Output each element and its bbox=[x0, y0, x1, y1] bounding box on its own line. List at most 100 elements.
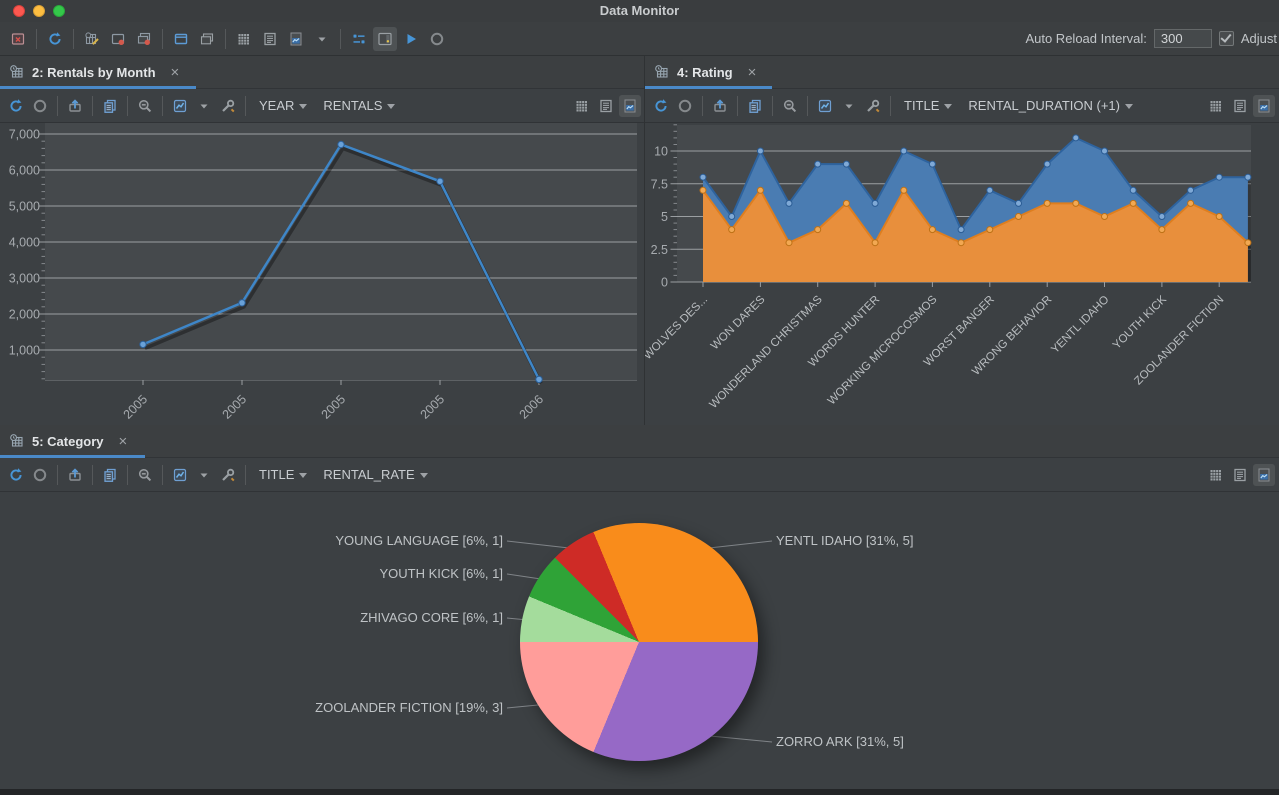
stop-icon[interactable] bbox=[29, 464, 51, 486]
category-toolbar: TITLE RENTAL_RATE bbox=[0, 458, 1279, 492]
svg-text:4,000: 4,000 bbox=[9, 236, 40, 250]
tab-rating[interactable]: 4: Rating × bbox=[645, 56, 764, 88]
chart-settings-icon[interactable] bbox=[814, 95, 836, 117]
view-mode-switcher bbox=[570, 94, 642, 117]
refresh-icon[interactable] bbox=[5, 95, 27, 117]
zoom-window-button[interactable] bbox=[53, 5, 65, 17]
chart-view-icon[interactable] bbox=[1253, 463, 1275, 486]
windows-stack-icon[interactable] bbox=[195, 27, 219, 51]
chart-settings-icon[interactable] bbox=[169, 464, 191, 486]
refresh-icon[interactable] bbox=[43, 27, 67, 51]
edit-monitor-icon[interactable] bbox=[80, 27, 104, 51]
panel-divider bbox=[644, 56, 645, 425]
stop-icon[interactable] bbox=[674, 95, 696, 117]
chart-view-icon[interactable] bbox=[284, 27, 308, 51]
wrench-icon[interactable] bbox=[217, 464, 239, 486]
traffic-lights bbox=[13, 5, 65, 17]
text-view-icon[interactable] bbox=[1229, 95, 1251, 117]
tab-label: 2: Rentals by Month bbox=[32, 64, 156, 80]
toolbar-separator bbox=[807, 95, 808, 116]
toolbar-separator bbox=[245, 95, 246, 116]
close-tab-icon[interactable]: × bbox=[118, 432, 128, 450]
toolbar-separator bbox=[890, 95, 891, 116]
close-monitor-icon[interactable] bbox=[6, 27, 30, 51]
table-view-icon[interactable] bbox=[232, 27, 256, 51]
pie-slice-label: ZOOLANDER FICTION [19%, 3] bbox=[315, 700, 503, 715]
svg-text:2005: 2005 bbox=[418, 392, 448, 422]
caret-down-icon[interactable] bbox=[193, 95, 215, 117]
table-view-icon[interactable] bbox=[1205, 464, 1227, 486]
refresh-icon[interactable] bbox=[5, 464, 27, 486]
chart-settings-icon[interactable] bbox=[169, 95, 191, 117]
svg-text:2.5: 2.5 bbox=[651, 243, 668, 257]
stop-icon[interactable] bbox=[29, 95, 51, 117]
adjust-checkbox[interactable] bbox=[1218, 31, 1234, 46]
column-selector[interactable]: YEAR bbox=[259, 98, 308, 113]
rating-toolbar: TITLE RENTAL_DURATION (+1) bbox=[645, 89, 1279, 123]
svg-text:2005: 2005 bbox=[319, 392, 349, 422]
tab-category[interactable]: 5: Category × bbox=[0, 425, 135, 457]
svg-text:7,000: 7,000 bbox=[9, 128, 40, 142]
refresh-icon[interactable] bbox=[650, 95, 672, 117]
toolbar-separator bbox=[772, 95, 773, 116]
line-chart-svg: 1,000 2,000 3,000 4,000 5,000 6,000 7,000 2005 2… bbox=[9, 123, 637, 422]
column-selector[interactable]: TITLE bbox=[259, 467, 308, 482]
auto-reload-cluster: Auto Reload Interval: Adjust bbox=[1017, 22, 1277, 55]
text-view-icon[interactable] bbox=[1229, 464, 1251, 486]
close-tab-icon[interactable]: × bbox=[170, 63, 180, 81]
copy-icon[interactable] bbox=[744, 95, 766, 117]
caret-down-icon[interactable] bbox=[193, 464, 215, 486]
chart-view-icon[interactable] bbox=[1253, 94, 1275, 117]
export-icon[interactable] bbox=[64, 464, 86, 486]
record-stack-icon[interactable] bbox=[132, 27, 156, 51]
toolbar-separator bbox=[162, 28, 163, 49]
settings-list-icon[interactable] bbox=[347, 27, 371, 51]
caret-down-icon[interactable] bbox=[838, 95, 860, 117]
active-tab-underline bbox=[0, 455, 145, 458]
preview-panel-icon[interactable] bbox=[373, 26, 397, 51]
record-window-icon[interactable] bbox=[106, 27, 130, 51]
wrench-icon[interactable] bbox=[217, 95, 239, 117]
column-selector[interactable]: TITLE bbox=[904, 98, 953, 113]
text-view-icon[interactable] bbox=[258, 27, 282, 51]
export-icon[interactable] bbox=[709, 95, 731, 117]
rating-area-chart: 0 2.5 5 7.5 10 WOLVES DES... WON DARES WONDERLA… bbox=[642, 123, 1279, 425]
minimize-window-button[interactable] bbox=[33, 5, 45, 17]
column-selector[interactable]: RENTAL_DURATION (+1) bbox=[968, 98, 1133, 113]
new-window-icon[interactable] bbox=[169, 27, 193, 51]
toolbar-separator bbox=[36, 28, 37, 49]
column-selector[interactable]: RENTAL_RATE bbox=[323, 467, 428, 482]
panel-rating-tabrow: 4: Rating × bbox=[645, 56, 1279, 89]
copy-icon[interactable] bbox=[99, 95, 121, 117]
chart-view-icon[interactable] bbox=[619, 94, 641, 117]
table-view-icon[interactable] bbox=[1205, 95, 1227, 117]
toolbar-separator bbox=[57, 464, 58, 485]
tab-rentals-by-month[interactable]: 2: Rentals by Month × bbox=[0, 56, 187, 88]
pie-slice-label: YOUNG LANGUAGE [6%, 1] bbox=[335, 533, 503, 548]
close-window-button[interactable] bbox=[13, 5, 25, 17]
pie-slice-label: YOUTH KICK [6%, 1] bbox=[379, 566, 503, 581]
copy-icon[interactable] bbox=[99, 464, 121, 486]
svg-text:WON DARES: WON DARES bbox=[709, 293, 768, 352]
chevron-down-icon bbox=[299, 472, 308, 478]
pie-chart[interactable] bbox=[520, 523, 758, 761]
column-selector[interactable]: RENTALS bbox=[323, 98, 396, 113]
svg-text:5: 5 bbox=[661, 210, 668, 224]
titlebar: Data Monitor bbox=[0, 0, 1279, 23]
table-view-icon[interactable] bbox=[571, 95, 593, 117]
zoom-out-icon[interactable] bbox=[134, 95, 156, 117]
column-selector-label: TITLE bbox=[259, 467, 295, 482]
auto-reload-input[interactable] bbox=[1153, 29, 1212, 48]
zoom-out-icon[interactable] bbox=[134, 464, 156, 486]
export-icon[interactable] bbox=[64, 95, 86, 117]
run-icon[interactable] bbox=[399, 27, 423, 51]
stop-icon[interactable] bbox=[425, 27, 449, 51]
wrench-icon[interactable] bbox=[862, 95, 884, 117]
text-view-icon[interactable] bbox=[595, 95, 617, 117]
close-tab-icon[interactable]: × bbox=[747, 63, 757, 81]
zoom-out-icon[interactable] bbox=[779, 95, 801, 117]
caret-down-icon[interactable] bbox=[310, 27, 334, 51]
svg-text:3,000: 3,000 bbox=[9, 272, 40, 286]
svg-text:YOUTH KICK: YOUTH KICK bbox=[1111, 293, 1169, 351]
column-selector-label: RENTAL_RATE bbox=[323, 467, 415, 482]
